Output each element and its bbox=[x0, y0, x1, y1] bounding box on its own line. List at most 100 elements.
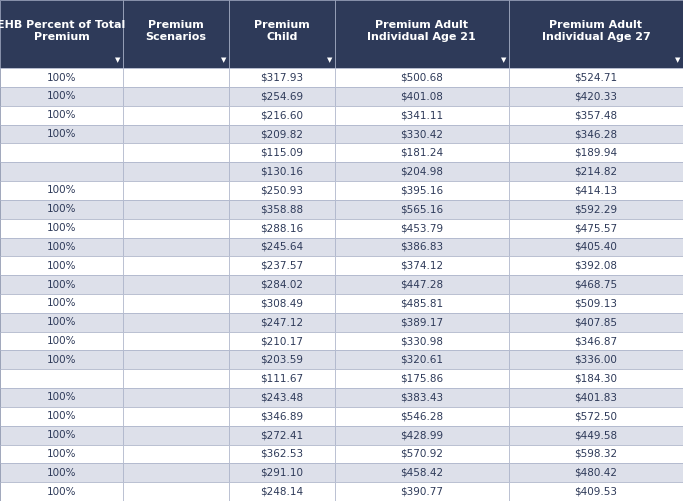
Bar bbox=[509, 313, 683, 332]
Bar bbox=[229, 200, 335, 219]
Bar bbox=[123, 181, 229, 200]
Text: $500.68: $500.68 bbox=[400, 73, 443, 83]
Bar bbox=[0, 463, 123, 482]
Bar bbox=[335, 181, 509, 200]
Text: 100%: 100% bbox=[46, 430, 76, 440]
Text: $237.57: $237.57 bbox=[260, 261, 303, 271]
Text: 100%: 100% bbox=[46, 299, 76, 309]
Bar bbox=[229, 257, 335, 275]
Text: $546.28: $546.28 bbox=[400, 411, 443, 421]
Text: $458.42: $458.42 bbox=[400, 468, 443, 478]
Text: $320.61: $320.61 bbox=[400, 355, 443, 365]
Bar bbox=[509, 426, 683, 444]
Bar bbox=[229, 125, 335, 143]
Text: ▼: ▼ bbox=[221, 58, 226, 64]
Bar bbox=[123, 482, 229, 501]
Bar bbox=[123, 463, 229, 482]
Bar bbox=[229, 294, 335, 313]
Bar bbox=[509, 68, 683, 87]
Bar bbox=[509, 219, 683, 237]
Text: $216.60: $216.60 bbox=[260, 110, 303, 120]
Bar bbox=[229, 87, 335, 106]
Text: 100%: 100% bbox=[46, 449, 76, 459]
Bar bbox=[509, 350, 683, 369]
Text: Premium Adult
Individual Age 27: Premium Adult Individual Age 27 bbox=[542, 20, 650, 42]
Text: $346.87: $346.87 bbox=[574, 336, 617, 346]
Text: $362.53: $362.53 bbox=[260, 449, 303, 459]
Bar bbox=[335, 407, 509, 426]
Bar bbox=[509, 237, 683, 257]
Bar bbox=[335, 388, 509, 407]
Bar bbox=[229, 332, 335, 350]
Bar bbox=[229, 162, 335, 181]
Bar bbox=[335, 369, 509, 388]
Bar bbox=[123, 106, 229, 125]
Bar bbox=[0, 219, 123, 237]
Text: $395.16: $395.16 bbox=[400, 185, 443, 195]
Bar bbox=[509, 482, 683, 501]
Text: 100%: 100% bbox=[46, 129, 76, 139]
Bar bbox=[0, 68, 123, 87]
Text: 100%: 100% bbox=[46, 317, 76, 327]
Bar bbox=[0, 143, 123, 162]
Bar bbox=[0, 313, 123, 332]
Text: $428.99: $428.99 bbox=[400, 430, 443, 440]
Bar bbox=[509, 369, 683, 388]
Bar bbox=[335, 482, 509, 501]
Text: $524.71: $524.71 bbox=[574, 73, 617, 83]
Text: $130.16: $130.16 bbox=[260, 167, 303, 177]
Text: 100%: 100% bbox=[46, 242, 76, 252]
Text: $447.28: $447.28 bbox=[400, 280, 443, 290]
Text: $449.58: $449.58 bbox=[574, 430, 617, 440]
Bar bbox=[123, 257, 229, 275]
Bar bbox=[229, 482, 335, 501]
Bar bbox=[123, 275, 229, 294]
Bar bbox=[229, 275, 335, 294]
Bar bbox=[0, 106, 123, 125]
Text: 100%: 100% bbox=[46, 185, 76, 195]
Bar bbox=[229, 426, 335, 444]
Text: $254.69: $254.69 bbox=[260, 91, 303, 101]
Bar bbox=[0, 350, 123, 369]
Bar bbox=[335, 143, 509, 162]
Text: $358.88: $358.88 bbox=[260, 204, 303, 214]
Bar bbox=[0, 162, 123, 181]
Text: $284.02: $284.02 bbox=[260, 280, 303, 290]
Bar bbox=[123, 294, 229, 313]
Text: $209.82: $209.82 bbox=[260, 129, 303, 139]
Text: $248.14: $248.14 bbox=[260, 486, 303, 496]
Text: $401.08: $401.08 bbox=[400, 91, 443, 101]
Bar bbox=[0, 426, 123, 444]
Text: $357.48: $357.48 bbox=[574, 110, 617, 120]
Bar bbox=[509, 0, 683, 68]
Text: $390.77: $390.77 bbox=[400, 486, 443, 496]
Text: 100%: 100% bbox=[46, 110, 76, 120]
Bar bbox=[123, 237, 229, 257]
Text: $336.00: $336.00 bbox=[574, 355, 617, 365]
Bar bbox=[123, 444, 229, 463]
Bar bbox=[509, 143, 683, 162]
Bar bbox=[335, 275, 509, 294]
Bar bbox=[335, 257, 509, 275]
Bar bbox=[335, 125, 509, 143]
Bar bbox=[335, 68, 509, 87]
Bar bbox=[229, 106, 335, 125]
Bar bbox=[123, 219, 229, 237]
Text: 100%: 100% bbox=[46, 223, 76, 233]
Bar bbox=[0, 237, 123, 257]
Bar bbox=[335, 237, 509, 257]
Text: $184.30: $184.30 bbox=[574, 374, 617, 384]
Text: $250.93: $250.93 bbox=[260, 185, 303, 195]
Bar bbox=[509, 162, 683, 181]
Text: 100%: 100% bbox=[46, 261, 76, 271]
Text: 100%: 100% bbox=[46, 486, 76, 496]
Bar bbox=[335, 106, 509, 125]
Text: $330.42: $330.42 bbox=[400, 129, 443, 139]
Text: $189.94: $189.94 bbox=[574, 148, 617, 158]
Bar bbox=[123, 87, 229, 106]
Bar bbox=[229, 219, 335, 237]
Text: 100%: 100% bbox=[46, 73, 76, 83]
Text: 100%: 100% bbox=[46, 392, 76, 402]
Text: $414.13: $414.13 bbox=[574, 185, 617, 195]
Text: $308.49: $308.49 bbox=[260, 299, 303, 309]
